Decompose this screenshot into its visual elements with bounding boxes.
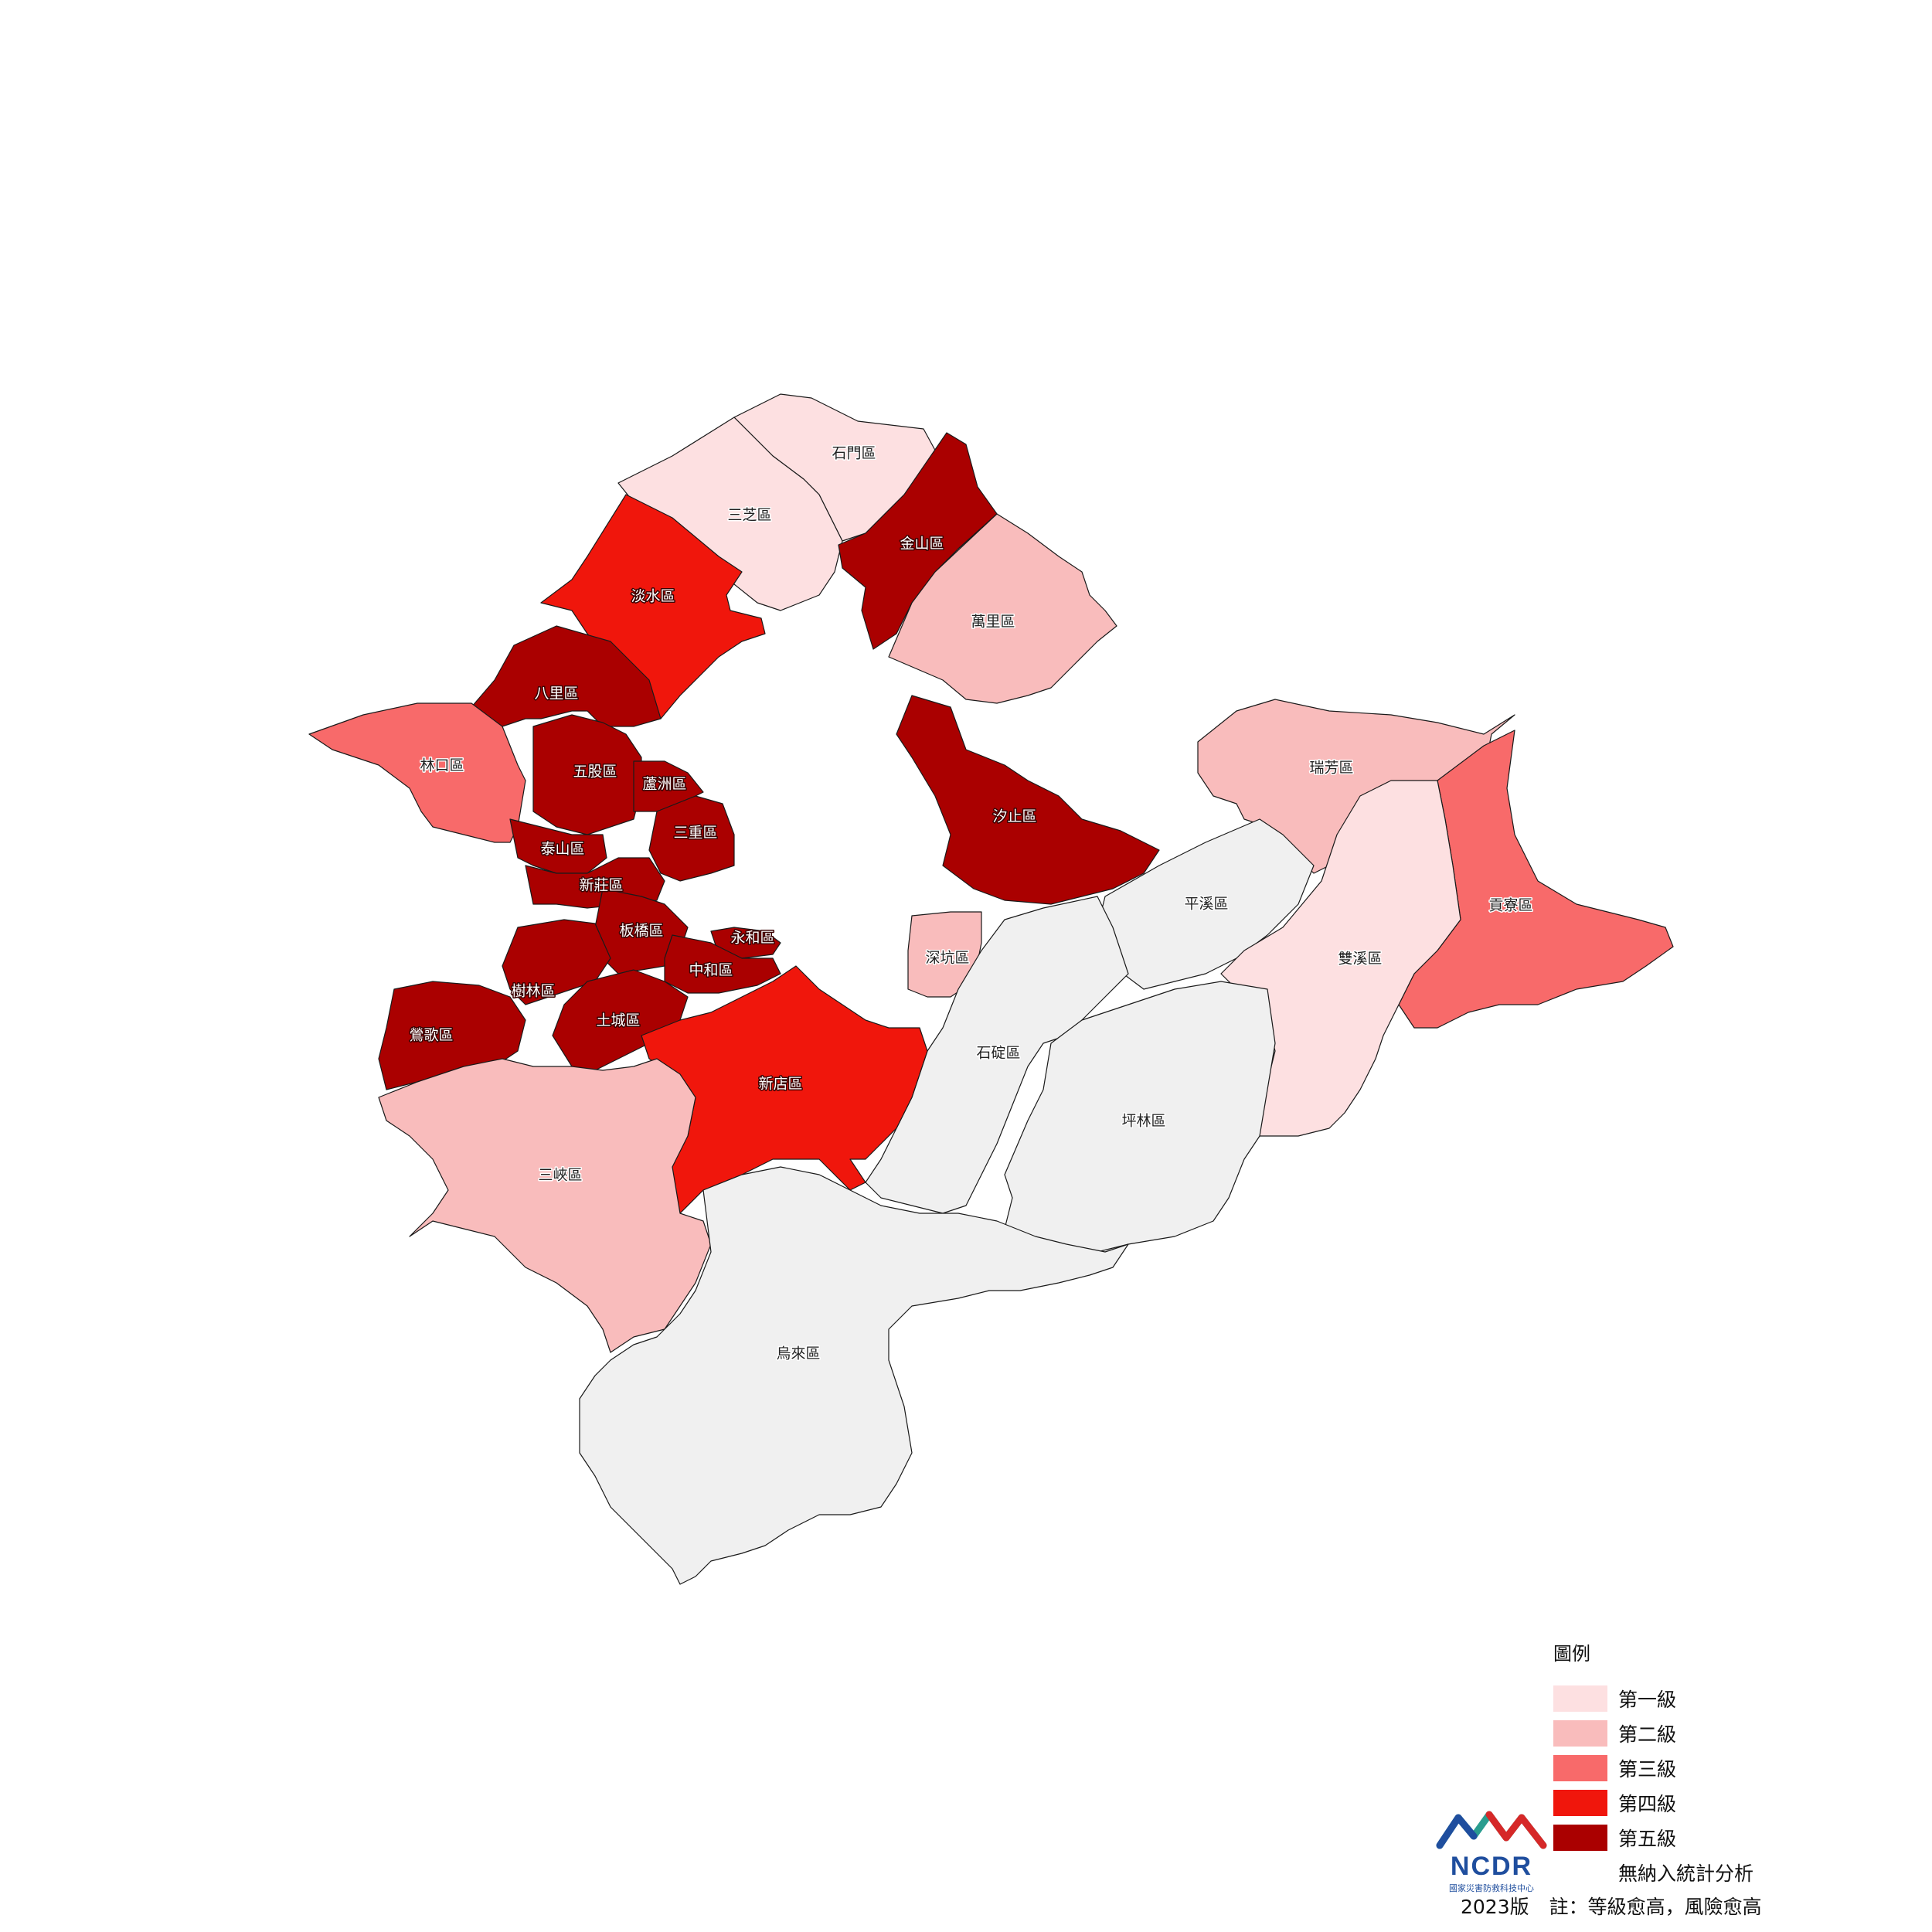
district-label: 石門區 <box>832 445 876 462</box>
district-shape <box>838 432 998 650</box>
legend-item-excluded: 無納入統計分析 <box>1553 1859 1808 1886</box>
legend-swatch <box>1553 1825 1607 1851</box>
district-label: 新莊區 <box>579 877 623 894</box>
district-label: 林口區 <box>420 757 464 774</box>
legend-label: 第四級 <box>1618 1793 1677 1815</box>
district-label: 蘆洲區 <box>642 776 686 793</box>
map-footer: 2023版 註：等級愈高，風險愈高 <box>1461 1892 1762 1920</box>
district-label: 八里區 <box>534 685 578 702</box>
district-shape <box>540 494 766 719</box>
district-label: 石碇區 <box>976 1045 1020 1062</box>
legend-label: 第一級 <box>1618 1689 1677 1711</box>
district-shape <box>579 1166 1129 1585</box>
district-label: 泰山區 <box>540 841 584 858</box>
legend-label: 第二級 <box>1618 1723 1677 1746</box>
district-label: 雙溪區 <box>1338 951 1382 968</box>
district-label: 鶯歌區 <box>409 1027 453 1044</box>
district-label: 五股區 <box>573 764 617 781</box>
map-legend: 圖例 第一級 第二級 第三級 第四級 第五級 無納入統計分析 <box>1553 1638 1808 1894</box>
district-shape <box>509 818 607 874</box>
legend-swatch <box>1553 1685 1607 1712</box>
district-shape <box>896 695 1160 905</box>
district-label: 深坑區 <box>925 950 969 967</box>
district-label: 萬里區 <box>971 614 1015 631</box>
district-shape <box>865 896 1129 1214</box>
district-label: 平溪區 <box>1184 896 1228 913</box>
district-label: 烏來區 <box>776 1345 820 1362</box>
district-label: 三峽區 <box>538 1167 582 1184</box>
district-shape <box>552 969 689 1071</box>
ncdr-logo: NCDR 國家災害防救科技中心 <box>1436 1811 1547 1893</box>
legend-label: 第三級 <box>1618 1758 1677 1781</box>
district-label: 瑞芳區 <box>1309 760 1353 777</box>
district-label: 三芝區 <box>727 507 771 524</box>
legend-swatch <box>1553 1790 1607 1816</box>
district-label: 汐止區 <box>992 808 1036 825</box>
district-shape <box>888 513 1117 704</box>
district-shape <box>532 714 642 835</box>
legend-item-level-1: 第一級 <box>1553 1685 1808 1712</box>
logo-subtitle: 國家災害防救科技中心 <box>1449 1883 1534 1893</box>
edition-label: 2023版 <box>1461 1896 1529 1918</box>
district-label: 永和區 <box>730 930 774 947</box>
district-label: 貢寮區 <box>1488 897 1532 914</box>
legend-item-level-5: 第五級 <box>1553 1825 1808 1851</box>
legend-item-level-2: 第二級 <box>1553 1720 1808 1747</box>
district-label: 三重區 <box>673 825 717 842</box>
legend-title: 圖例 <box>1553 1643 1590 1665</box>
district-shape <box>1220 780 1461 1137</box>
logo-mountain-mark-accent <box>1485 1811 1547 1849</box>
district-label: 金山區 <box>900 536 944 553</box>
district-label: 新店區 <box>758 1076 802 1093</box>
legend-label: 第五級 <box>1618 1828 1677 1850</box>
logo-wordmark: NCDR <box>1451 1852 1532 1881</box>
district-shape <box>502 919 611 1005</box>
district-label: 土城區 <box>596 1012 640 1029</box>
district-label: 板橋區 <box>619 923 663 940</box>
legend-item-level-4: 第四級 <box>1553 1790 1808 1816</box>
district-label: 中和區 <box>689 962 733 979</box>
district-shape <box>378 1058 712 1353</box>
district-shape <box>664 934 781 994</box>
legend-label: 無納入統計分析 <box>1618 1862 1754 1885</box>
logo-mountain-mark-base <box>1436 1814 1478 1849</box>
district-shape <box>648 795 735 882</box>
legend-swatch <box>1553 1859 1607 1886</box>
district-shape <box>308 702 526 843</box>
district-shape <box>1004 981 1276 1253</box>
legend-swatch <box>1553 1720 1607 1747</box>
legend-item-level-3: 第三級 <box>1553 1755 1808 1781</box>
legend-swatch <box>1553 1755 1607 1781</box>
district-label: 樹林區 <box>511 983 555 1000</box>
risk-note: 註：等級愈高，風險愈高 <box>1549 1896 1762 1918</box>
district-label: 坪林區 <box>1121 1113 1165 1130</box>
district-label: 淡水區 <box>631 588 675 605</box>
